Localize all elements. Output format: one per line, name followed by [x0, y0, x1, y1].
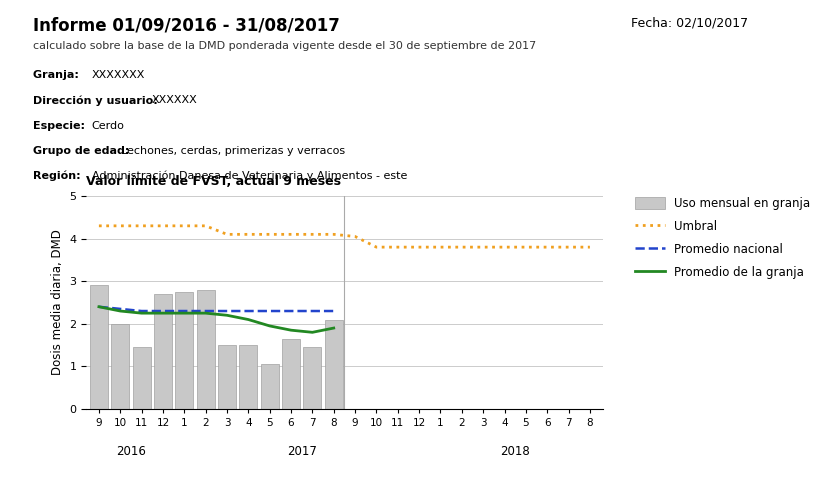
Text: Cerdo: Cerdo: [92, 121, 124, 131]
Text: Administración Danesa de Veterinaria y Alimentos - este: Administración Danesa de Veterinaria y A…: [92, 171, 407, 182]
Bar: [90, 286, 108, 409]
Text: XXXXXXX: XXXXXXX: [92, 70, 145, 80]
Text: Fecha: 02/10/2017: Fecha: 02/10/2017: [631, 17, 748, 30]
Text: 2017: 2017: [287, 445, 316, 458]
Text: Informe 01/09/2016 - 31/08/2017: Informe 01/09/2016 - 31/08/2017: [33, 17, 339, 35]
Bar: [111, 324, 129, 409]
Text: Región:: Región:: [33, 171, 84, 182]
Text: Especie:: Especie:: [33, 121, 88, 131]
Text: 2016: 2016: [115, 445, 146, 458]
Text: Grupo de edad:: Grupo de edad:: [33, 146, 133, 156]
Text: 2018: 2018: [500, 445, 529, 458]
Bar: [133, 347, 151, 409]
Bar: [239, 345, 257, 409]
Y-axis label: Dosis media diaria, DMD: Dosis media diaria, DMD: [51, 229, 64, 376]
Text: Granja:: Granja:: [33, 70, 83, 80]
Bar: [324, 319, 342, 409]
Bar: [260, 364, 278, 409]
Text: Valor límite de FVST, actual 9 meses: Valor límite de FVST, actual 9 meses: [86, 175, 341, 188]
Bar: [218, 345, 236, 409]
Text: Lechones, cerdas, primerizas y verracos: Lechones, cerdas, primerizas y verracos: [121, 146, 345, 156]
Bar: [154, 294, 172, 409]
Bar: [175, 292, 193, 409]
Bar: [282, 339, 300, 409]
Text: Dirección y usuario:: Dirección y usuario:: [33, 95, 161, 106]
Bar: [197, 290, 215, 409]
Bar: [303, 347, 321, 409]
Text: XXXXXX: XXXXXX: [152, 95, 197, 106]
Text: calculado sobre la base de la DMD ponderada vigente desde el 30 de septiembre de: calculado sobre la base de la DMD ponder…: [33, 41, 536, 51]
Legend: Uso mensual en granja, Umbral, Promedio nacional, Promedio de la granja: Uso mensual en granja, Umbral, Promedio …: [628, 191, 815, 286]
